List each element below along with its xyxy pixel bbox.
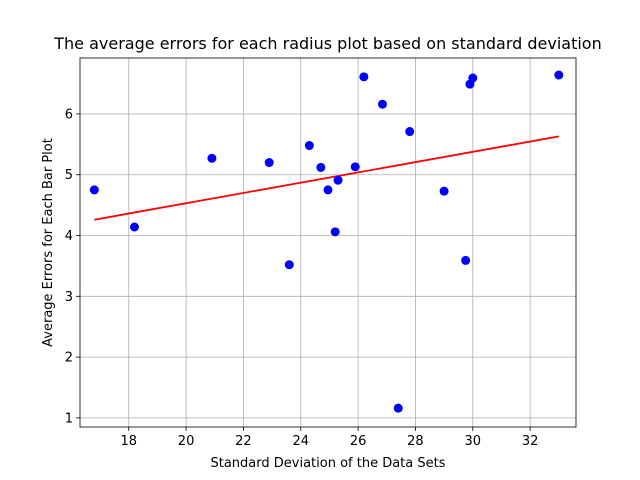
- data-point: [323, 185, 333, 195]
- y-tick-label: 5: [65, 168, 73, 183]
- grid: [80, 58, 576, 427]
- x-tick-label: 26: [350, 434, 367, 449]
- data-point: [207, 153, 217, 163]
- x-axis-label: Standard Deviation of the Data Sets: [210, 456, 445, 471]
- x-tick-label: 28: [407, 434, 424, 449]
- x-tick-label: 22: [235, 434, 252, 449]
- data-point: [316, 162, 326, 172]
- data-point: [439, 186, 449, 196]
- data-point: [89, 185, 99, 195]
- y-tick-label: 6: [65, 107, 73, 122]
- x-tick-label: 18: [120, 434, 137, 449]
- plot-frame: [79, 57, 577, 428]
- data-point: [129, 222, 139, 232]
- data-points: [89, 70, 564, 413]
- y-axis-ticks: 1 2 3 4 5 6: [65, 107, 80, 426]
- data-point: [304, 141, 314, 151]
- data-point: [264, 158, 274, 168]
- data-point: [359, 72, 369, 82]
- y-axis-label: Average Errors for Each Bar Plot: [41, 138, 56, 347]
- data-point: [330, 227, 340, 237]
- data-point: [393, 403, 403, 413]
- x-tick-label: 30: [465, 434, 482, 449]
- x-tick-label: 20: [178, 434, 195, 449]
- x-tick-label: 24: [292, 434, 309, 449]
- y-tick-label: 4: [65, 229, 73, 244]
- x-tick-label: 32: [522, 434, 539, 449]
- y-tick-label: 1: [65, 411, 73, 426]
- trend-line-group: [94, 135, 559, 221]
- data-point: [461, 255, 471, 265]
- trend-line: [94, 135, 559, 221]
- x-axis-ticks: 18 20 22 24 26 28 30 32: [120, 427, 538, 449]
- data-point: [333, 175, 343, 185]
- data-point: [350, 162, 360, 172]
- data-point: [554, 70, 564, 80]
- data-point: [377, 99, 387, 109]
- y-tick-label: 3: [65, 290, 73, 305]
- chart-title: The average errors for each radius plot …: [53, 34, 601, 53]
- data-point: [284, 260, 294, 270]
- data-point: [405, 127, 415, 137]
- y-tick-label: 2: [65, 351, 73, 366]
- data-point: [468, 73, 478, 83]
